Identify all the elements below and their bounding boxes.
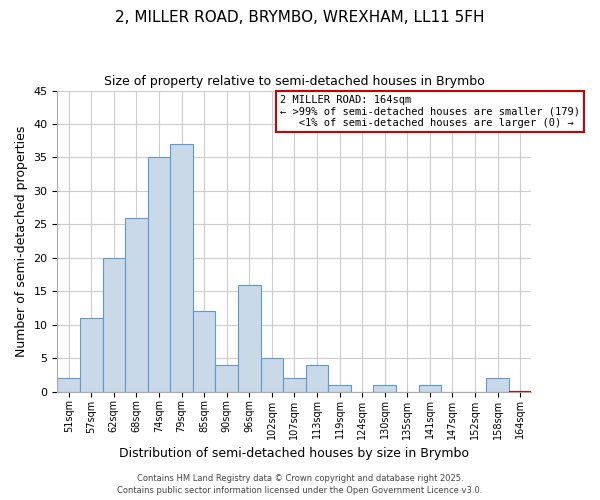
Bar — [125, 218, 148, 392]
Bar — [58, 378, 80, 392]
Text: 2, MILLER ROAD, BRYMBO, WREXHAM, LL11 5FH: 2, MILLER ROAD, BRYMBO, WREXHAM, LL11 5F… — [115, 10, 485, 25]
Text: Contains HM Land Registry data © Crown copyright and database right 2025.
Contai: Contains HM Land Registry data © Crown c… — [118, 474, 482, 495]
Bar — [260, 358, 283, 392]
Bar — [193, 312, 215, 392]
Bar — [306, 365, 328, 392]
Bar — [373, 385, 396, 392]
Bar — [487, 378, 509, 392]
Y-axis label: Number of semi-detached properties: Number of semi-detached properties — [15, 126, 28, 357]
Bar — [238, 284, 260, 392]
Bar — [283, 378, 306, 392]
Bar — [103, 258, 125, 392]
Bar — [328, 385, 351, 392]
Bar — [170, 144, 193, 392]
Bar — [80, 318, 103, 392]
X-axis label: Distribution of semi-detached houses by size in Brymbo: Distribution of semi-detached houses by … — [119, 447, 469, 460]
Bar — [215, 365, 238, 392]
Text: 2 MILLER ROAD: 164sqm
← >99% of semi-detached houses are smaller (179)
   <1% of: 2 MILLER ROAD: 164sqm ← >99% of semi-det… — [280, 95, 580, 128]
Bar — [419, 385, 441, 392]
Title: Size of property relative to semi-detached houses in Brymbo: Size of property relative to semi-detach… — [104, 75, 485, 88]
Bar — [148, 158, 170, 392]
